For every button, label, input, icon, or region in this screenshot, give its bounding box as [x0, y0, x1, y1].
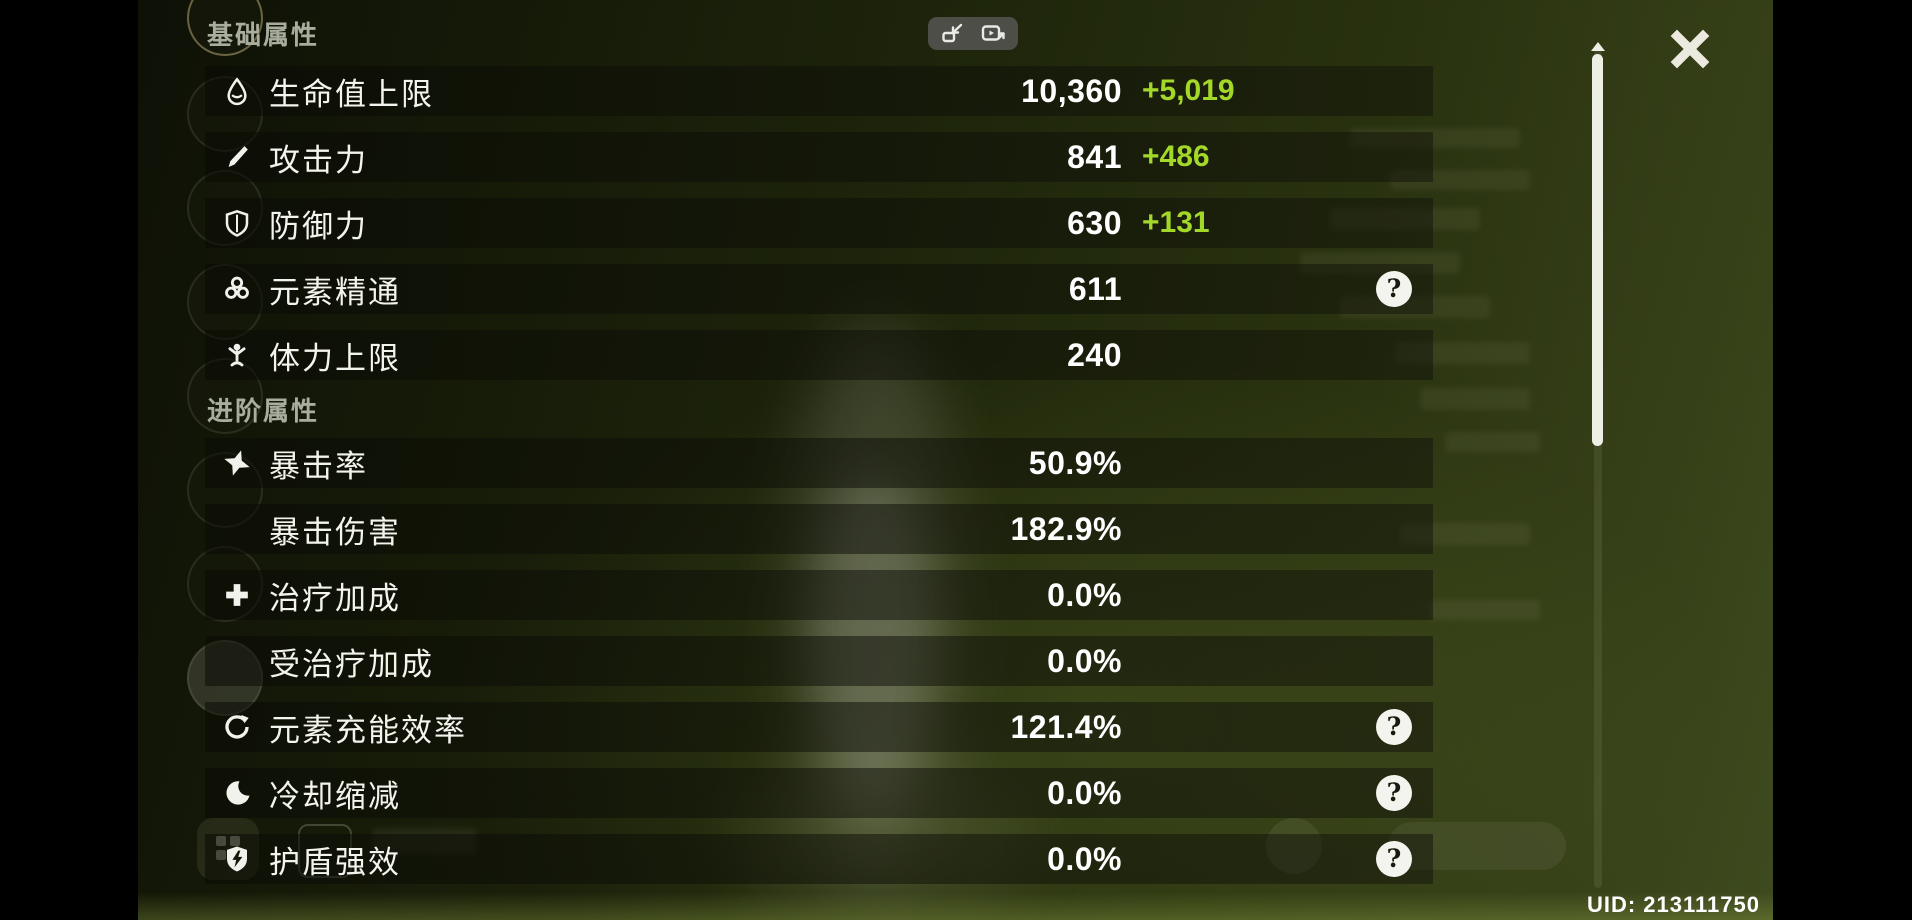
stat-label: 冷却缩减 [269, 778, 401, 814]
stat-value: 50.9% [1028, 444, 1122, 481]
stat-label: 生命值上限 [269, 76, 434, 112]
overlay-toolbar [928, 17, 1018, 50]
stat-label: 体力上限 [269, 340, 401, 376]
stat-label: 元素精通 [269, 274, 401, 310]
stat-value: 0.0% [1047, 642, 1122, 679]
video-button[interactable] [979, 22, 1007, 46]
stat-row: 治疗加成 0.0% [205, 570, 1433, 620]
stat-value: 182.9% [1010, 510, 1122, 547]
stat-label: 暴击率 [269, 448, 368, 484]
stat-value: 240 [1067, 336, 1122, 373]
window-scale-button[interactable] [939, 22, 967, 46]
stat-label: 治疗加成 [269, 580, 401, 616]
help-icon[interactable]: ? [1376, 709, 1412, 745]
stat-row: 攻击力 841 +486 [205, 132, 1433, 182]
hp-icon [219, 73, 255, 109]
energy-recharge-icon [219, 709, 255, 745]
cooldown-reduction-icon [219, 775, 255, 811]
stat-label: 攻击力 [269, 142, 368, 178]
window-scale-icon [940, 23, 966, 47]
stat-row: 暴击率 50.9% [205, 438, 1433, 488]
stat-label: 受治疗加成 [269, 646, 434, 682]
def-icon [219, 205, 255, 241]
help-icon[interactable]: ? [1376, 271, 1412, 307]
stat-row: 护盾强效 0.0% ? [205, 834, 1433, 884]
scrollbar-track[interactable] [1594, 48, 1602, 888]
stat-label: 防御力 [269, 208, 368, 244]
stat-row: 元素精通 611 ? [205, 264, 1433, 314]
stat-value: 0.0% [1047, 774, 1122, 811]
shield-strength-icon [219, 841, 255, 877]
help-icon[interactable]: ? [1376, 841, 1412, 877]
stat-row: 生命值上限 10,360 +5,019 [205, 66, 1433, 116]
stat-value: 611 [1068, 270, 1122, 307]
healing-bonus-icon [219, 577, 255, 613]
stat-row: 元素充能效率 121.4% ? [205, 702, 1433, 752]
close-button[interactable] [1664, 24, 1716, 76]
video-play-icon [980, 24, 1006, 47]
stat-value: 630 [1067, 204, 1122, 241]
scrollbar-up-arrow[interactable] [1591, 42, 1605, 51]
stat-bonus: +5,019 [1142, 74, 1235, 107]
background-ghost-text [1430, 600, 1540, 620]
section-title: 基础属性 [207, 20, 320, 50]
stat-row: 暴击伤害 182.9% [205, 504, 1433, 554]
uid-label: UID: 213111750 [1586, 892, 1760, 917]
help-icon[interactable]: ? [1376, 775, 1412, 811]
section-title: 进阶属性 [207, 396, 320, 426]
stat-value: 0.0% [1047, 840, 1122, 877]
background-ghost-text [1445, 432, 1540, 452]
no-icon [219, 511, 255, 547]
elemental-mastery-icon [219, 271, 255, 307]
stat-value: 0.0% [1047, 576, 1122, 613]
stat-row: 冷却缩减 0.0% ? [205, 768, 1433, 818]
scrollbar-thumb[interactable] [1592, 54, 1603, 446]
stat-value: 10,360 [1021, 72, 1122, 109]
stat-row: 防御力 630 +131 [205, 198, 1433, 248]
stat-label: 暴击伤害 [269, 514, 401, 550]
stats-panel: 基础属性 生命值上限 10,360 +5,019 攻击力 841 +486 防御… [205, 20, 1433, 900]
stat-label: 护盾强效 [269, 844, 401, 880]
background-ghost-text [1420, 388, 1530, 410]
scene-bottom-glow [138, 892, 1773, 920]
stat-row: 体力上限 240 [205, 330, 1433, 380]
close-icon [1666, 29, 1714, 76]
crit-rate-icon [219, 445, 255, 481]
stat-bonus: +486 [1142, 140, 1210, 173]
stat-bonus: +131 [1142, 206, 1210, 239]
no-icon [219, 643, 255, 679]
stat-label: 元素充能效率 [269, 712, 467, 748]
atk-icon [219, 139, 255, 175]
stat-value: 841 [1067, 138, 1122, 175]
stat-value: 121.4% [1010, 708, 1122, 745]
stat-row: 受治疗加成 0.0% [205, 636, 1433, 686]
stamina-icon [219, 337, 255, 373]
